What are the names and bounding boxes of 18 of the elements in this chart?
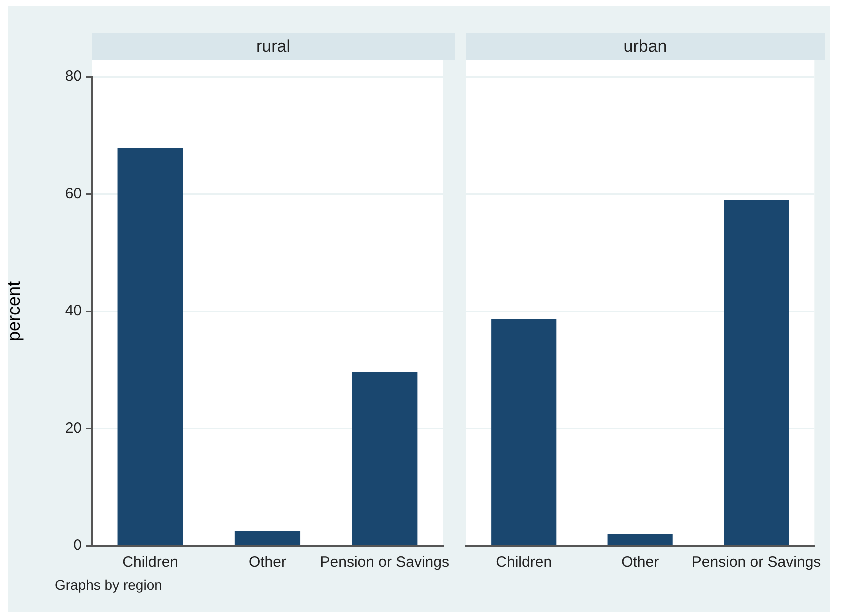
x-tick-label: Other [248, 554, 286, 572]
y-tick-label: 80 [65, 68, 82, 86]
y-tick-label: 40 [65, 302, 82, 320]
y-tick-label: 60 [65, 185, 82, 202]
x-tick-label: Pension or Savings [692, 554, 822, 572]
bar [352, 372, 418, 546]
y-tick-label: 20 [65, 420, 82, 437]
chart-title: urban [466, 33, 825, 60]
x-tick-label: Pension or Savings [320, 554, 450, 572]
bar [118, 148, 184, 546]
x-tick-label: Other [622, 554, 660, 572]
y-tick-label: 0 [74, 537, 82, 554]
chart-title: rural [92, 33, 455, 60]
x-tick-label: Children [122, 554, 179, 572]
text: Graphs by region [55, 577, 162, 593]
y-axis-title: percent [4, 281, 24, 342]
x-tick-label: Children [496, 554, 552, 572]
bar [234, 531, 301, 546]
